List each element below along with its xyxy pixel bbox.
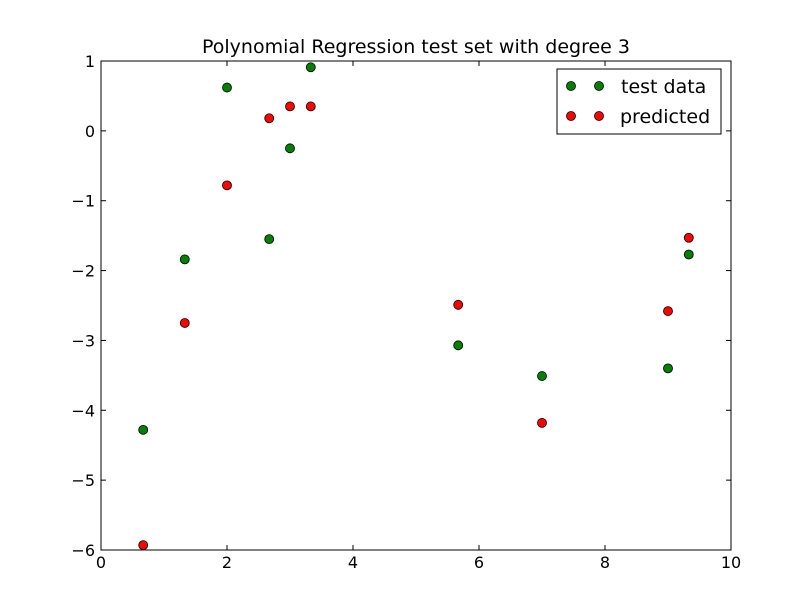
- predicted-point: [683, 232, 694, 243]
- predicted-point: [285, 101, 295, 112]
- test-data-point: [285, 143, 295, 154]
- predicted-point: [453, 299, 464, 310]
- test-data-point: [537, 371, 547, 381]
- test-data-point: [179, 254, 190, 265]
- legend-marker-test-data-right: [594, 81, 604, 91]
- legend-marker-predicted-left: [566, 111, 576, 121]
- legend-marker-predicted-right: [594, 111, 604, 121]
- predicted-point: [537, 417, 547, 428]
- predicted-point: [264, 113, 275, 124]
- legend-label-predicted: predicted: [620, 106, 710, 128]
- test-data-point: [663, 363, 673, 374]
- x-tick-label: 0: [96, 553, 106, 572]
- legend-marker-test-data-left: [566, 81, 576, 91]
- x-tick-label: 10: [721, 553, 741, 572]
- predicted-point: [222, 180, 232, 191]
- y-tick-label: −6: [71, 541, 95, 560]
- test-data-point: [683, 249, 694, 260]
- y-tick-label: −2: [71, 262, 95, 281]
- test-data-point: [305, 62, 316, 73]
- test-data-point: [264, 234, 275, 245]
- x-tick-label: 4: [348, 553, 358, 572]
- chart-title: Polynomial Regression test set with degr…: [202, 36, 630, 58]
- test-data-point: [453, 340, 464, 351]
- x-tick-label: 2: [222, 553, 232, 572]
- y-tick-label: −4: [71, 401, 95, 420]
- predicted-point: [305, 101, 316, 112]
- data-points: [138, 62, 694, 551]
- y-tick-label: 0: [85, 122, 95, 141]
- predicted-point: [179, 318, 190, 328]
- predicted-point: [138, 540, 149, 551]
- plot-frame: [100, 60, 732, 551]
- test-data-point: [222, 82, 232, 93]
- legend-box: [556, 68, 722, 135]
- test-data-point: [138, 424, 149, 435]
- x-tick-label: 8: [600, 553, 610, 572]
- legend: test data predicted: [556, 68, 722, 135]
- predicted-point: [663, 306, 673, 316]
- y-tick-label: 1: [85, 52, 95, 71]
- plot-area: [100, 60, 732, 551]
- y-tick-label: −5: [71, 471, 95, 490]
- legend-label-test-data: test data: [621, 76, 706, 98]
- y-tick-label: −1: [71, 192, 95, 211]
- y-tick-label: −3: [71, 331, 95, 350]
- x-tick-label: 6: [474, 553, 484, 572]
